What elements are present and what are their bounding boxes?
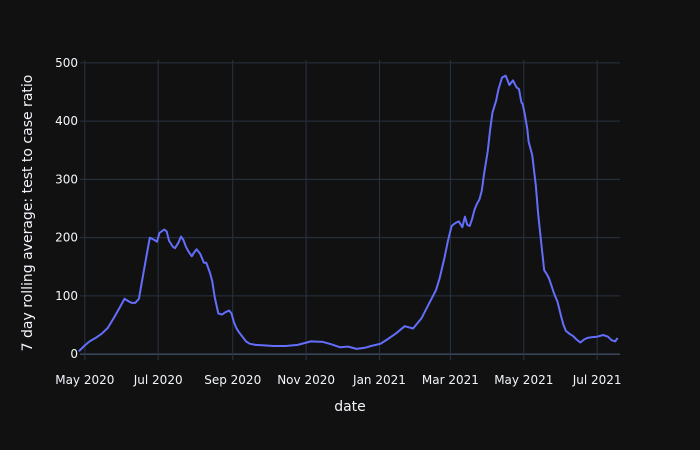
x-tick-label: Sep 2020: [204, 373, 261, 387]
y-tick-label: 400: [55, 114, 78, 128]
grid: [80, 60, 620, 360]
tick-labels: 0 100 200 300 400 500 May 2020 Jul 2020 Sep 2020…: [55, 56, 621, 387]
x-axis-title: date: [334, 399, 366, 415]
x-tick-label: Mar 2021: [422, 373, 479, 387]
y-tick-label: 300: [55, 172, 78, 186]
x-tick-label: May 2020: [55, 373, 114, 387]
y-tick-label: 500: [55, 56, 78, 70]
y-tick-label: 200: [55, 231, 78, 245]
series-line: [78, 74, 619, 353]
x-tick-label: Nov 2020: [277, 373, 335, 387]
plot-area: [78, 74, 619, 353]
x-tick-label: Jul 2020: [133, 373, 183, 387]
x-tick-label: May 2021: [494, 373, 553, 387]
x-tick-label: Jul 2021: [572, 373, 622, 387]
y-tick-label: 0: [70, 347, 78, 361]
x-tick-label: Jan 2021: [352, 373, 406, 387]
y-axis-title: 7 day rolling average: test to case rati…: [20, 75, 36, 352]
y-tick-label: 100: [55, 289, 78, 303]
